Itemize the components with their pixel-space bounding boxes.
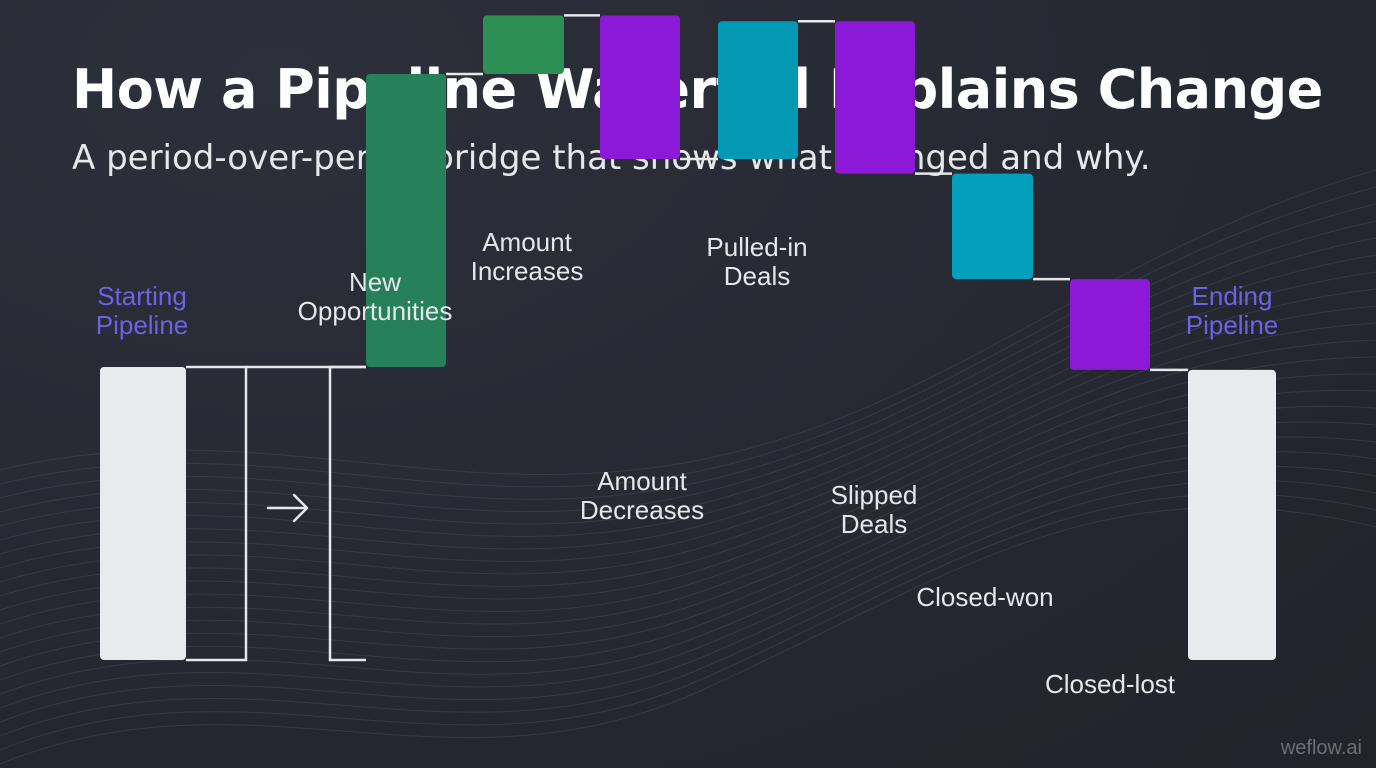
bar-starting-pipeline bbox=[100, 367, 186, 660]
bar-closed-lost bbox=[1070, 279, 1150, 370]
bar-amount-decreases bbox=[600, 15, 680, 159]
category-label: New Opportunities bbox=[298, 267, 453, 326]
bar-new-opportunities bbox=[366, 74, 446, 367]
starting-pipeline-outline bbox=[186, 365, 248, 662]
background-wave-line bbox=[0, 373, 1376, 639]
category-label: Closed-won bbox=[916, 582, 1053, 612]
background-wave-line bbox=[0, 186, 1376, 488]
bar-pulled-in-deals bbox=[718, 21, 798, 159]
waterfall-bars bbox=[100, 15, 1276, 660]
category-label: Closed-lost bbox=[1045, 669, 1176, 699]
category-label: Ending Pipeline bbox=[1186, 281, 1279, 340]
background-wave-line bbox=[0, 405, 1376, 667]
bar-closed-won bbox=[952, 173, 1033, 280]
bar-ending-pipeline bbox=[1188, 369, 1276, 660]
background-wave-line bbox=[0, 507, 1376, 765]
background-wave-line bbox=[0, 493, 1376, 751]
new-opportunities-outline bbox=[328, 365, 366, 662]
background-wave-line bbox=[0, 389, 1376, 653]
category-label: Amount Increases bbox=[471, 227, 584, 286]
bar-amount-increases bbox=[483, 15, 564, 74]
bar-slipped-deals bbox=[835, 21, 915, 174]
category-label: Starting Pipeline bbox=[96, 281, 189, 340]
background-wave-line bbox=[0, 339, 1376, 611]
category-label: Slipped Deals bbox=[831, 480, 918, 539]
background-wave-line bbox=[0, 451, 1376, 709]
page-title: How a Pipeline Waterfall Explains Change bbox=[72, 58, 1323, 121]
background-wave-line bbox=[0, 322, 1376, 597]
connector-lines bbox=[246, 14, 1188, 372]
background-wave-line bbox=[0, 479, 1376, 737]
background-wave-line bbox=[0, 356, 1376, 625]
background-wave-line bbox=[0, 465, 1376, 723]
category-label: Amount Decreases bbox=[580, 466, 704, 525]
category-label: Pulled-in Deals bbox=[706, 232, 807, 291]
watermark: weflow.ai bbox=[1280, 737, 1362, 759]
background-wave-line bbox=[0, 169, 1376, 476]
category-labels: Starting Pipeline New Opportunities Amount In… bbox=[96, 227, 1279, 699]
arrow-right-icon bbox=[266, 493, 309, 523]
background-wave-line bbox=[0, 421, 1376, 681]
